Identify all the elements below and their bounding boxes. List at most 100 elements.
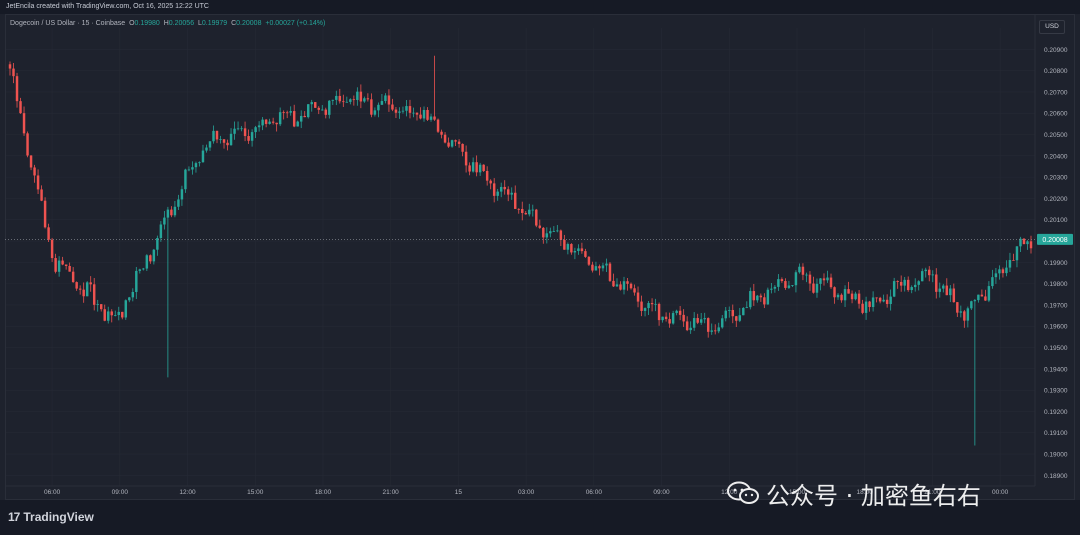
time-tick-label: 00:00	[992, 489, 1009, 496]
candle-body	[184, 169, 187, 190]
candle-body	[608, 263, 612, 281]
price-tick-label: 0.19800	[1044, 281, 1068, 288]
candle-body	[703, 318, 706, 320]
candle-body	[584, 251, 587, 257]
chart-panel[interactable]	[5, 14, 1075, 500]
candle-body	[468, 165, 471, 172]
candle-body	[966, 308, 970, 321]
candle-body	[471, 162, 475, 172]
candle-body	[675, 310, 678, 314]
open-value: 0.19980	[134, 20, 160, 27]
candle-body	[229, 133, 233, 146]
price-tick-label: 0.20300	[1044, 175, 1068, 182]
candle-body	[314, 102, 317, 108]
candle-body	[619, 284, 622, 290]
candle-body	[798, 266, 801, 273]
time-tick-label: 15:00	[789, 489, 806, 496]
candle-body	[647, 303, 650, 309]
candle-body	[531, 209, 535, 211]
candle-body	[342, 101, 345, 103]
candle-body	[370, 99, 373, 115]
candle-body	[401, 110, 405, 112]
candle-body	[243, 128, 247, 137]
candle-body	[977, 294, 980, 301]
tradingview-logo[interactable]: 17 TradingView	[8, 510, 94, 524]
candle-body	[201, 150, 205, 163]
candle-body	[1005, 267, 1008, 274]
candle-body	[640, 301, 643, 311]
candle-body	[591, 264, 594, 271]
candle-body	[770, 288, 773, 290]
price-tick-label: 0.20500	[1044, 132, 1068, 139]
candle-body	[773, 286, 777, 289]
candle-body	[499, 186, 503, 192]
close-value: 0.20008	[236, 20, 262, 27]
time-tick-label: 09:00	[112, 489, 129, 496]
candle-body	[303, 115, 306, 118]
candle-body	[784, 281, 787, 288]
currency-button[interactable]: USD	[1039, 20, 1065, 34]
candle-body	[373, 110, 377, 115]
candle-body	[103, 309, 106, 321]
candle-body	[198, 162, 201, 164]
candle-body	[398, 111, 401, 113]
candle-body	[805, 274, 808, 276]
candle-body	[349, 99, 352, 102]
candle-body	[857, 293, 861, 304]
price-tick-label: 0.19200	[1044, 409, 1068, 416]
candle-body	[261, 119, 264, 126]
candle-body	[766, 289, 770, 305]
candle-body	[738, 315, 742, 321]
watermark-text: 公众号 · 加密鱼右右	[766, 481, 981, 510]
candle-body	[475, 162, 478, 173]
candle-body	[124, 300, 128, 318]
candle-body	[142, 268, 145, 270]
candle-body	[713, 330, 717, 332]
candle-body	[68, 266, 71, 272]
time-tick-label: 21:00	[924, 489, 941, 496]
candle-body	[194, 163, 198, 168]
candle-body	[177, 199, 180, 207]
candle-body	[577, 248, 580, 251]
price-tick-label: 0.19300	[1044, 388, 1068, 395]
candle-body	[464, 151, 468, 166]
candle-body	[345, 101, 349, 103]
candle-body	[180, 189, 184, 200]
candle-body	[717, 327, 720, 332]
candle-body	[64, 264, 68, 267]
candle-body	[878, 297, 882, 302]
candle-body	[145, 255, 149, 269]
candle-body	[973, 300, 977, 302]
candle-body	[321, 109, 324, 111]
price-tick-label: 0.20600	[1044, 111, 1068, 118]
candle-body	[987, 286, 991, 301]
candle-body	[885, 299, 889, 304]
price-tick-label: 0.18900	[1044, 473, 1068, 480]
candle-body	[917, 281, 920, 285]
candle-body	[36, 175, 40, 190]
candle-body	[54, 258, 57, 272]
candle-body	[1012, 260, 1015, 261]
candle-body	[633, 288, 636, 293]
candle-body	[250, 132, 254, 141]
candle-body	[896, 281, 899, 282]
price-tick-label: 0.20100	[1044, 217, 1068, 224]
candle-body	[149, 255, 152, 262]
time-axis: 06:00 09:00 12:00 15:00 18:00 21:00 15 03:00 06:…	[5, 485, 1035, 496]
price-tick-label: 0.20900	[1044, 47, 1068, 54]
candle-body	[756, 295, 759, 301]
candle-body	[271, 121, 275, 123]
low-value: 0.19979	[201, 20, 228, 27]
candle-body	[721, 318, 724, 328]
candle-body	[994, 273, 998, 278]
candle-body	[29, 155, 33, 168]
candle-body	[496, 191, 499, 196]
candle-body	[75, 282, 78, 289]
candle-body	[278, 112, 282, 125]
candle-body	[450, 140, 454, 147]
candle-body	[601, 265, 605, 269]
candle-body	[745, 307, 749, 308]
candle-body	[433, 116, 436, 120]
candle-body	[352, 99, 356, 101]
candle-body	[928, 269, 931, 276]
